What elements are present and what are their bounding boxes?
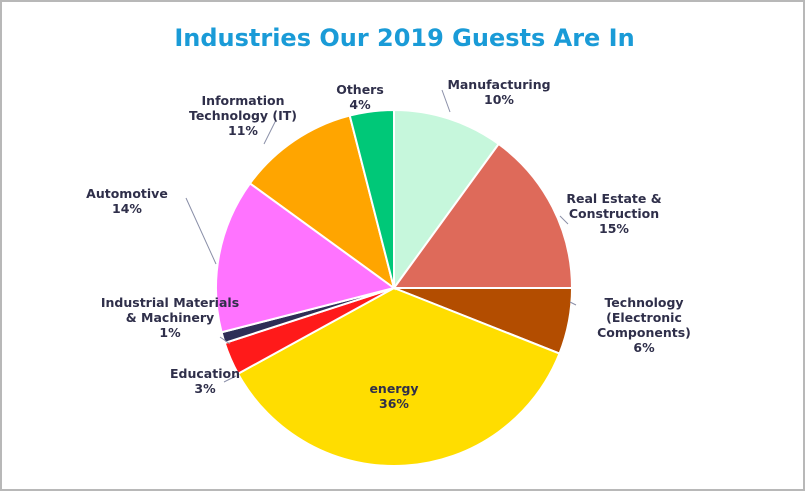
slice-label: Industrial Materials & Machinery 1% (101, 295, 239, 340)
slice-percent: 36% (379, 396, 409, 411)
slice-label: Others 4% (336, 82, 384, 112)
slice-percent: 11% (228, 123, 258, 138)
chart-title: Industries Our 2019 Guests Are In (174, 24, 635, 52)
slice-name: Industrial Materials (101, 295, 239, 310)
slice-percent: 3% (194, 381, 216, 396)
slice-name: Automotive (86, 186, 168, 201)
slice-label: Education 3% (170, 366, 240, 396)
slice-percent: 14% (112, 201, 142, 216)
slice-label: Real Estate & Construction 15% (566, 191, 661, 236)
leader-line (223, 375, 237, 383)
pie-slice (236, 286, 561, 467)
pie-slice (348, 108, 395, 289)
slice-name: Real Estate & (566, 191, 661, 206)
slice-name: energy (369, 381, 418, 396)
pie-slice (393, 108, 501, 292)
leader-line (219, 336, 231, 345)
slice-percent: 1% (159, 325, 181, 340)
slice-percent: 6% (633, 340, 655, 355)
slice-name: Manufacturing (447, 77, 550, 92)
leader-line (569, 301, 577, 306)
slice-label: Information Technology (IT) 11% (189, 93, 297, 138)
leader-line (263, 119, 277, 145)
slice-name: Information (202, 93, 285, 108)
pie-slice (215, 181, 397, 334)
slice-label: Manufacturing 10% (447, 77, 550, 107)
slice-name: (Electronic (606, 310, 682, 325)
slice-name: Others (336, 82, 384, 97)
slice-name: Technology (IT) (189, 108, 297, 123)
slice-percent: 15% (599, 221, 629, 236)
pie-slice (392, 142, 574, 289)
slice-percent: 4% (349, 97, 371, 112)
leader-line (559, 215, 569, 225)
leader-line (441, 89, 451, 113)
slice-name: Construction (569, 206, 659, 221)
slice-label: energy 36% (369, 381, 418, 411)
slice-name: Education (170, 366, 240, 381)
slice-percent: 10% (484, 92, 514, 107)
slice-label: Automotive 14% (86, 186, 168, 216)
slice-name: Technology (604, 295, 683, 310)
slice-name: Components) (597, 325, 691, 340)
leader-line (185, 197, 217, 265)
slice-label: Technology (Electronic Components) 6% (597, 295, 691, 355)
slice-name: & Machinery (126, 310, 214, 325)
pie-slice (248, 114, 396, 291)
